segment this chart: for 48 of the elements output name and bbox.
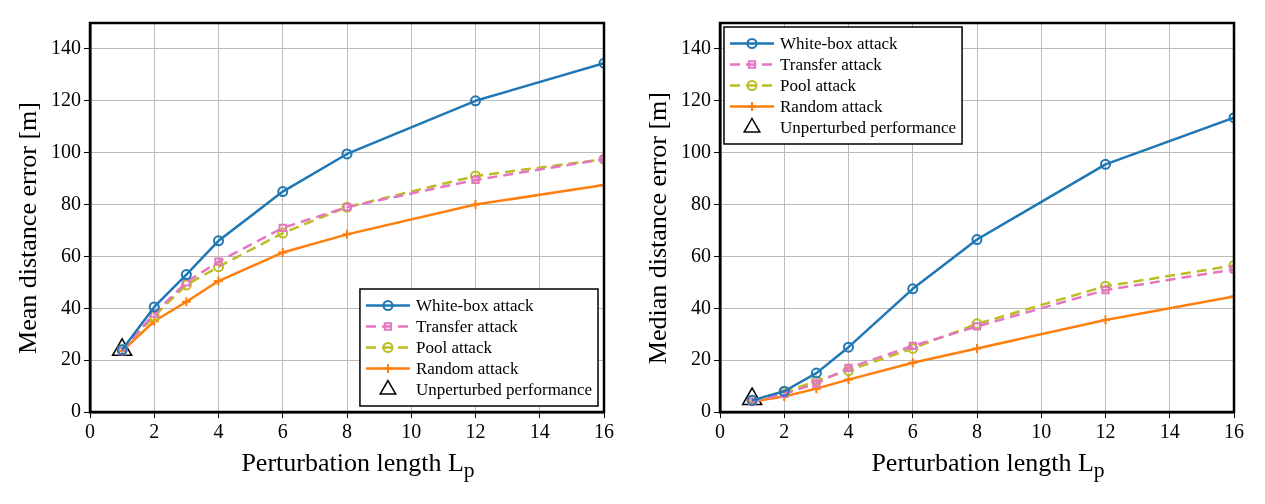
legend-label: Transfer attack <box>415 316 519 336</box>
x-tick-label: 6 <box>907 420 918 443</box>
y-tick-label: 0 <box>701 399 711 422</box>
y-tick-label: 60 <box>61 243 81 266</box>
legend-label: Unperturbed performance <box>780 117 957 137</box>
x-tick-label: 14 <box>1159 420 1180 443</box>
x-tick-label: 12 <box>465 420 486 443</box>
y-tick-label: 0 <box>71 399 81 422</box>
y-tick-label: 120 <box>51 88 81 111</box>
legend-label: Unperturbed performance <box>415 379 593 399</box>
y-axis-title: Median distance error [m] <box>643 91 673 365</box>
x-tick-label: 6 <box>277 420 288 443</box>
x-tick-label: 8 <box>972 420 982 443</box>
legend-label: White-box attack <box>780 33 899 53</box>
x-axis-title: Perturbation length L$_{p}$ <box>240 448 476 484</box>
x-tick-label: 0 <box>85 420 95 443</box>
legend-label: Random attack <box>415 358 519 378</box>
x-tick-label: 8 <box>342 420 352 443</box>
x-tick-label: 2 <box>779 420 790 443</box>
legend-label: Transfer attack <box>780 54 883 74</box>
x-tick-label: 10 <box>1031 420 1052 443</box>
x-tick-label: 10 <box>401 420 422 443</box>
x-tick-label: 4 <box>213 420 224 443</box>
legend-label: Pool attack <box>415 337 493 357</box>
x-tick-label: 16 <box>594 420 614 443</box>
y-tick-label: 80 <box>61 191 81 214</box>
legend-label: White-box attack <box>415 295 534 315</box>
y-tick-label: 20 <box>691 347 711 370</box>
legend-label: Pool attack <box>780 75 857 95</box>
x-tick-label: 0 <box>715 420 725 443</box>
y-tick-label: 60 <box>691 243 711 266</box>
y-tick-label: 20 <box>61 347 81 370</box>
y-tick-label: 40 <box>691 295 711 318</box>
x-tick-label: 16 <box>1224 420 1244 443</box>
y-tick-label: 140 <box>681 36 711 59</box>
x-tick-label: 12 <box>1095 420 1116 443</box>
y-tick-label: 140 <box>51 36 81 59</box>
y-axis-title: Mean distance error [m] <box>13 102 43 354</box>
y-tick-label: 120 <box>681 88 711 111</box>
y-tick-label: 100 <box>681 139 711 162</box>
x-axis-title: Perturbation length L$_{p}$ <box>870 448 1106 484</box>
legend-label: Random attack <box>780 96 883 116</box>
x-tick-label: 4 <box>843 420 854 443</box>
x-tick-label: 2 <box>149 420 160 443</box>
y-tick-label: 40 <box>61 295 81 318</box>
y-tick-label: 100 <box>51 139 81 162</box>
x-tick-label: 14 <box>529 420 550 443</box>
y-tick-label: 80 <box>691 191 711 214</box>
